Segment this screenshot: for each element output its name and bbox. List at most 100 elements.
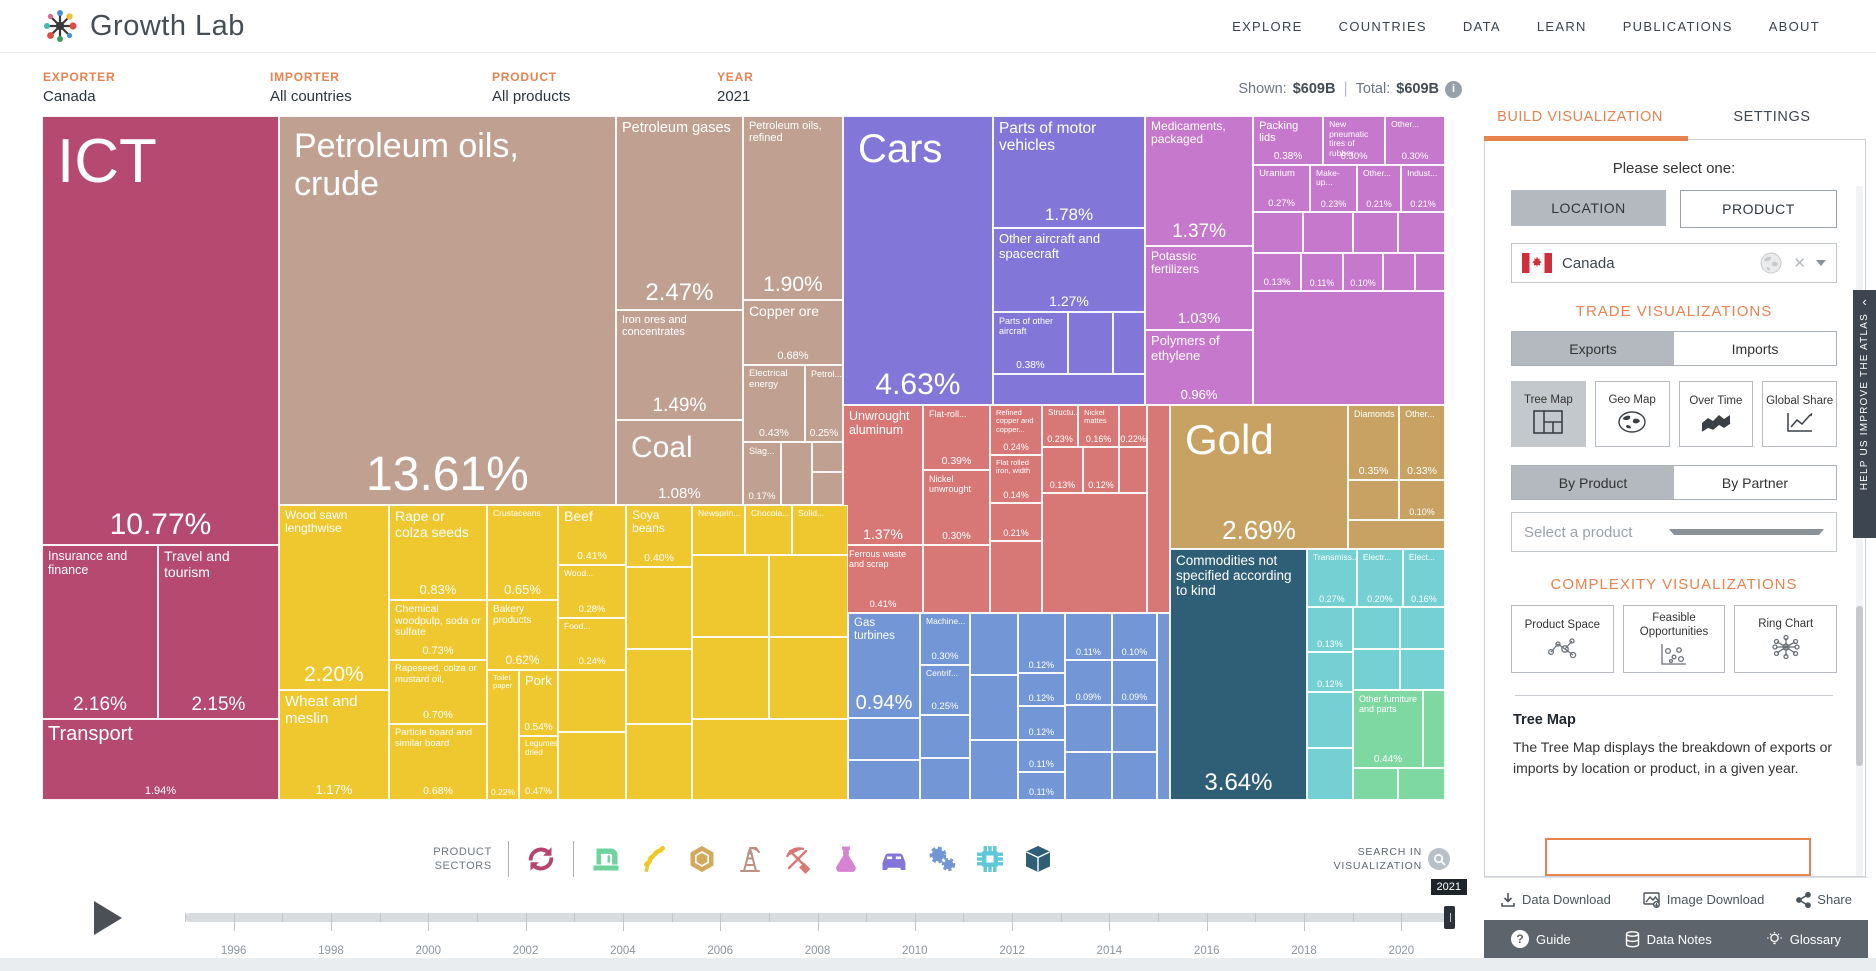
treemap-cell[interactable]: 0.12%	[1083, 446, 1120, 494]
nav-explore[interactable]: EXPLORE	[1232, 18, 1303, 34]
treemap-cell-wood-sawn-lengthwise[interactable]: Wood sawn lengthwise 2.20%	[278, 504, 389, 690]
treemap-cell-medicaments-packaged[interactable]: Medicaments, packaged 1.37%	[1145, 116, 1254, 247]
treemap-cell-refined-copper-and-copper[interactable]: Refined copper and copper... 0.24%	[990, 404, 1043, 455]
nav-about[interactable]: ABOUT	[1768, 18, 1820, 34]
treemap-cell[interactable]: 0.13%	[1253, 252, 1302, 291]
data-download-button[interactable]: Data Download	[1500, 892, 1611, 908]
tree-map-button[interactable]: Tree Map	[1511, 381, 1586, 447]
search-icon[interactable]	[1428, 848, 1450, 871]
treemap-cell-parts-of-motor-vehicles[interactable]: Parts of motor vehicles 1.78%	[992, 116, 1146, 228]
machinery-icon[interactable]	[926, 843, 958, 875]
growth-lab-logo[interactable]: Growth Lab	[40, 6, 245, 46]
treemap-cell[interactable]	[1306, 691, 1353, 748]
product-button[interactable]: PRODUCT	[1680, 190, 1837, 228]
treemap-cell-unwrought-aluminum[interactable]: Unwrought aluminum 1.37%	[842, 404, 923, 545]
treemap-cell[interactable]	[1306, 748, 1353, 800]
textiles-icon[interactable]	[590, 843, 622, 875]
treemap-cell-packing-lids[interactable]: Packing lids 0.38%	[1253, 116, 1324, 165]
treemap-cell-structu[interactable]: Structu... 0.23%	[1042, 404, 1079, 447]
treemap-cell-toilet-paper[interactable]: Toilet paper 0.22%	[487, 669, 520, 800]
treemap-cell-chemical-woodpulp-soda-or-sulfate[interactable]: Chemical woodpulp, soda or sulfate 0.73%	[388, 599, 488, 660]
treemap-cell[interactable]	[1113, 311, 1146, 374]
treemap-cell[interactable]	[811, 441, 843, 473]
treemap-cell[interactable]	[1352, 648, 1400, 690]
treemap-cell[interactable]	[780, 441, 812, 505]
electronics-icon[interactable]	[974, 843, 1006, 875]
treemap-cell[interactable]	[1352, 211, 1398, 253]
treemap-cell[interactable]	[992, 373, 1146, 405]
treemap-cell[interactable]: 0.13%	[1042, 446, 1083, 494]
treemap-cell-commodities-not-specified-according-to-kind[interactable]: Commodities not specified according to k…	[1170, 548, 1307, 800]
product-select-dropdown[interactable]: Select a product	[1511, 512, 1837, 552]
treemap-cell-ferrous-waste-and-scrap[interactable]: Ferrous waste and scrap 0.41%	[842, 545, 923, 613]
treemap-cell[interactable]: 0.12%	[1306, 651, 1353, 692]
share-button[interactable]: Share	[1796, 891, 1852, 908]
treemap-cell-indust[interactable]: Indust... 0.21%	[1401, 164, 1445, 212]
nav-publications[interactable]: PUBLICATIONS	[1622, 18, 1733, 34]
treemap-cell-flat-roll[interactable]: Flat-roll... 0.39%	[922, 404, 990, 470]
year-filter[interactable]: YEAR 2021	[717, 70, 754, 105]
info-icon[interactable]: i	[1445, 80, 1462, 98]
treemap-cell[interactable]	[1352, 606, 1400, 649]
treemap-cell[interactable]	[848, 717, 920, 760]
treemap-cell-ict[interactable]: ICT 10.77%	[42, 116, 279, 545]
guide-button[interactable]: ? Guide	[1510, 930, 1571, 948]
product-space-button[interactable]: Product Space	[1511, 605, 1614, 673]
treemap-cell-elect[interactable]: Elect... 0.16%	[1402, 548, 1445, 607]
treemap-cell-bakery-products[interactable]: Bakery products 0.62%	[487, 599, 559, 670]
treemap-cell-gas-turbines[interactable]: Gas turbines 0.94%	[848, 612, 920, 718]
treemap-cell[interactable]: 0.13%	[1306, 606, 1353, 652]
treemap-cell[interactable]	[692, 637, 770, 720]
treemap-cell[interactable]: 0.12%	[1017, 705, 1065, 740]
treemap-cell-uranium[interactable]: Uranium 0.27%	[1253, 164, 1311, 212]
imports-toggle[interactable]: Imports	[1674, 332, 1836, 365]
treemap-cell[interactable]	[1397, 211, 1445, 253]
treemap-cell-transport[interactable]: Transport 1.94%	[42, 719, 279, 800]
treemap-cell[interactable]	[1303, 211, 1353, 253]
treemap-cell-pork[interactable]: Pork 0.54%	[519, 669, 559, 736]
treemap-cell-diamonds[interactable]: Diamonds 0.35%	[1348, 404, 1400, 480]
treemap-cell[interactable]	[1348, 519, 1445, 549]
treemap-cell-soya-beans[interactable]: Soya beans 0.40%	[626, 504, 692, 567]
treemap-cell-coal[interactable]: Coal 1.08%	[615, 419, 743, 505]
treemap-cell[interactable]	[1064, 751, 1112, 800]
treemap-cell[interactable]	[969, 612, 1018, 675]
treemap-cell-food[interactable]: Food... 0.24%	[558, 617, 627, 670]
treemap-cell-other[interactable]: Other... 0.33%	[1399, 404, 1445, 480]
exports-toggle[interactable]: Exports	[1512, 332, 1674, 365]
treemap-cell[interactable]: 0.21%	[990, 503, 1043, 541]
location-button[interactable]: LOCATION	[1511, 190, 1666, 226]
play-button[interactable]	[94, 901, 122, 935]
treemap-cell[interactable]: 0.11%	[1301, 252, 1343, 291]
global-share-button[interactable]: Global Share	[1762, 381, 1837, 447]
search-in-visualization[interactable]: SEARCH IN VISUALIZATION	[1280, 845, 1450, 873]
treemap-cell[interactable]	[769, 554, 849, 638]
treemap-cell-particle-board-and-similar-board[interactable]: Particle board and similar board 0.68%	[388, 724, 488, 800]
treemap-cell-legumes-dried[interactable]: Legumes, dried 0.47%	[519, 735, 559, 800]
treemap-cell[interactable]	[558, 669, 627, 732]
treemap-cell-insurance-and-finance[interactable]: Insurance and finance 2.16%	[42, 545, 159, 719]
treemap-cell-rapeseed-colza-or-mustard-oil[interactable]: Rapeseed, colza or mustard oil, 0.70%	[388, 659, 488, 724]
treemap-cell[interactable]	[919, 758, 970, 800]
treemap-cell-travel-and-tourism[interactable]: Travel and tourism 2.15%	[158, 545, 279, 719]
treemap-cell-nickel-mattes[interactable]: Nickel mattes 0.16%	[1078, 404, 1120, 447]
treemap-cell[interactable]	[769, 637, 849, 720]
treemap-cell-newsprin[interactable]: Newsprin...	[692, 504, 746, 555]
feasible-opportunities-button[interactable]: Feasible Opportunities	[1622, 605, 1726, 673]
globe-icon[interactable]	[1759, 251, 1783, 275]
treemap-cell-electrical-energy[interactable]: Electrical energy 0.43%	[742, 364, 805, 442]
clear-country-icon[interactable]: ✕	[1793, 255, 1806, 272]
glossary-button[interactable]: Glossary	[1766, 931, 1841, 948]
treemap-cell-iron-ores-and-concentrates[interactable]: Iron ores and concentrates 1.49%	[615, 309, 743, 420]
treemap-cell-petroleum-oils-refined[interactable]: Petroleum oils, refined 1.90%	[742, 116, 843, 300]
over-time-button[interactable]: Over Time	[1678, 381, 1754, 447]
treemap-cell[interactable]: 0.10%	[1399, 479, 1445, 520]
treemap-cell-solid[interactable]: Solid...	[792, 504, 848, 555]
by-partner-toggle[interactable]: By Partner	[1674, 466, 1836, 499]
treemap-cell[interactable]: 0.09%	[1111, 659, 1157, 705]
treemap-cell[interactable]: 0.12%	[1017, 612, 1065, 673]
treemap-cell[interactable]	[1253, 211, 1303, 253]
treemap-cell-copper-ore[interactable]: Copper ore 0.68%	[742, 299, 843, 365]
treemap-cell[interactable]	[1399, 648, 1445, 690]
treemap-cell[interactable]	[811, 472, 843, 505]
